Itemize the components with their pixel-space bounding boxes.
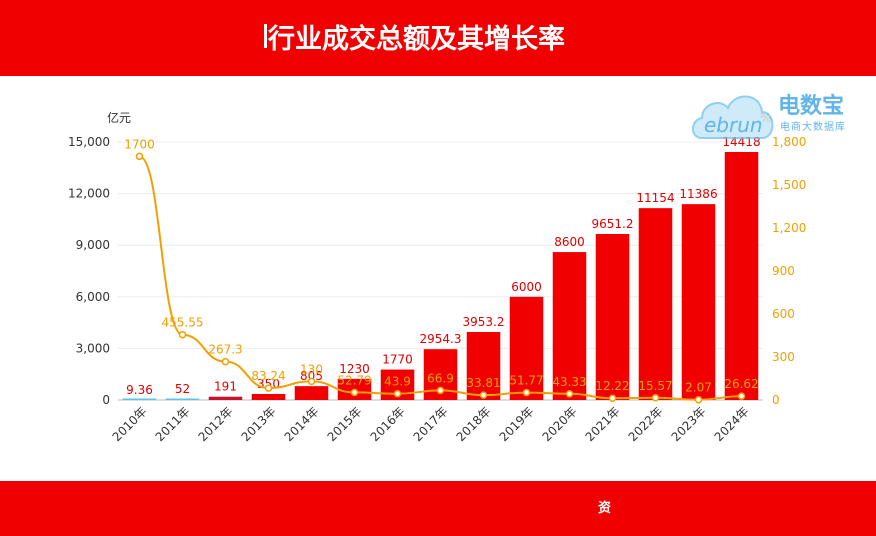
line-value-label: 15.57 bbox=[638, 379, 672, 393]
bar bbox=[466, 332, 501, 400]
bar-value-label: 2954.3 bbox=[420, 332, 462, 346]
line-value-label: 43.33 bbox=[552, 375, 586, 389]
logo-name: 电数宝 bbox=[778, 94, 845, 119]
bar-value-label: 11154 bbox=[636, 191, 674, 205]
line-value-label: 1700 bbox=[124, 137, 155, 151]
bar-value-label: 3953.2 bbox=[463, 315, 505, 329]
line-point bbox=[694, 395, 703, 404]
line-point bbox=[436, 386, 445, 395]
logo-subtitle: 电商大数据库 bbox=[780, 122, 846, 133]
combo-chart: 0 3,000 6,000 9,000 12,000 15,000 0 300 600 900 1,… bbox=[68, 110, 806, 444]
x-tick-label: 2016年 bbox=[368, 404, 408, 444]
y-tick-label: 3,000 bbox=[76, 341, 110, 355]
y2-tick-label: 900 bbox=[772, 264, 795, 278]
line-point bbox=[307, 377, 316, 386]
line-point bbox=[565, 390, 574, 398]
source-text: 资 bbox=[598, 501, 612, 516]
bar bbox=[294, 386, 329, 400]
cloud-logo-icon: ebrun bbox=[692, 95, 774, 139]
bar-value-label: 805 bbox=[300, 369, 323, 383]
x-tick-label: 2017年 bbox=[411, 404, 451, 444]
x-tick-label: 2012年 bbox=[196, 404, 236, 444]
title-accent bbox=[264, 24, 267, 48]
bar bbox=[595, 233, 630, 400]
bar-value-label: 9.36 bbox=[126, 383, 153, 397]
bar-value-label: 8600 bbox=[554, 235, 585, 249]
y2-tick-label: 1,800 bbox=[772, 135, 806, 149]
bar bbox=[638, 208, 673, 400]
line-value-label: 52.79 bbox=[337, 373, 371, 387]
bar bbox=[552, 252, 587, 400]
line-point bbox=[221, 357, 230, 366]
x-tick-label: 2021年 bbox=[583, 404, 623, 444]
y-tick-label: 15,000 bbox=[68, 135, 110, 149]
bar bbox=[509, 296, 544, 400]
bar-value-label: 6000 bbox=[511, 280, 542, 294]
y-axis-unit: 亿元 bbox=[107, 110, 131, 125]
line-point bbox=[522, 388, 531, 397]
y2-tick-label: 600 bbox=[772, 307, 795, 321]
bar-value-label: 52 bbox=[175, 382, 190, 396]
y2-tick-label: 0 bbox=[772, 393, 780, 407]
bar bbox=[251, 393, 286, 400]
x-tick-label: 2020年 bbox=[540, 404, 580, 444]
bar-value-label: 11386 bbox=[679, 187, 717, 201]
y-tick-label: 0 bbox=[102, 393, 110, 407]
x-tick-label: 2023年 bbox=[669, 404, 709, 444]
line-value-label: 51.77 bbox=[509, 374, 543, 388]
line-value-label: 2.07 bbox=[685, 381, 712, 395]
bar bbox=[681, 204, 716, 400]
line-point bbox=[737, 392, 746, 400]
line-value-label: 455.55 bbox=[162, 316, 204, 330]
bar-value-label: 9651.2 bbox=[592, 217, 634, 231]
x-tick-label: 2019年 bbox=[497, 404, 537, 444]
bar bbox=[122, 398, 157, 400]
line-point bbox=[479, 391, 488, 399]
line-point bbox=[608, 394, 617, 402]
growth-line bbox=[139, 155, 742, 401]
bar bbox=[724, 152, 759, 400]
line-value-label: 267.3 bbox=[208, 343, 242, 357]
line-value-label: 130 bbox=[300, 362, 323, 376]
x-tick-label: 2015年 bbox=[325, 404, 365, 444]
footer-banner bbox=[0, 481, 876, 536]
x-tick-label: 2024年 bbox=[712, 404, 752, 444]
y-tick-label: 6,000 bbox=[76, 290, 110, 304]
line-point bbox=[393, 389, 402, 398]
x-tick-label: 2011年 bbox=[153, 404, 193, 444]
y2-tick-label: 300 bbox=[772, 350, 795, 364]
y-tick-label: 12,000 bbox=[68, 187, 110, 201]
bar-value-label: 191 bbox=[214, 380, 237, 394]
bar bbox=[165, 398, 200, 400]
y2-tick-label: 1,200 bbox=[772, 221, 806, 235]
x-tick-label: 2014年 bbox=[282, 404, 322, 444]
line-point bbox=[178, 330, 187, 339]
line-point bbox=[350, 388, 359, 397]
line-value-label: 66.9 bbox=[427, 371, 454, 385]
logo: ebrun 电数宝 电商大数据库 bbox=[690, 82, 876, 152]
y-tick-label: 9,000 bbox=[76, 238, 110, 252]
title-banner bbox=[0, 0, 876, 76]
chart-title: 行业成交总额及其增长率 bbox=[268, 24, 565, 55]
x-tick-label: 2013年 bbox=[239, 404, 279, 444]
line-value-label: 43.9 bbox=[384, 375, 411, 389]
line-value-label: 83.24 bbox=[251, 369, 285, 383]
bar-value-label: 1230 bbox=[339, 362, 370, 376]
line-point bbox=[264, 384, 273, 392]
line-point bbox=[651, 394, 660, 402]
x-tick-label: 2018年 bbox=[454, 404, 494, 444]
line-value-label: 26.62 bbox=[724, 377, 758, 391]
y2-tick-label: 1,500 bbox=[772, 178, 806, 192]
bar-value-label: 1770 bbox=[382, 353, 413, 367]
chart-area: 0 3,000 6,000 9,000 12,000 15,000 0 300 600 900 1,… bbox=[0, 76, 876, 481]
line-value-label: 12.22 bbox=[595, 379, 629, 393]
logo-mark: ebrun bbox=[704, 113, 763, 137]
line-value-label: 33.81 bbox=[466, 376, 500, 390]
x-tick-label: 2010年 bbox=[110, 404, 150, 444]
bar bbox=[208, 396, 243, 400]
x-tick-label: 2022年 bbox=[626, 404, 666, 444]
line-point bbox=[135, 152, 144, 161]
